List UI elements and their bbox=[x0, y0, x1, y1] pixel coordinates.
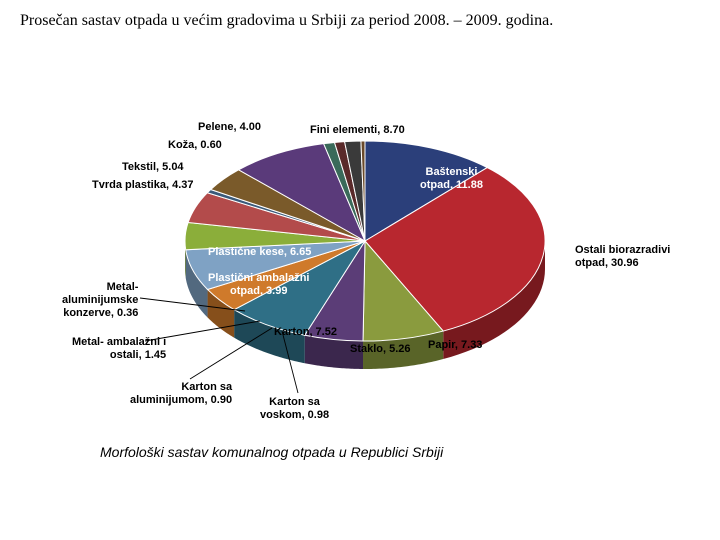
slice-label: Fini elementi, 8.70 bbox=[310, 124, 405, 137]
slice-label: Karton savoskom, 0.98 bbox=[260, 396, 329, 421]
slice-label: Karton saaluminijumom, 0.90 bbox=[130, 381, 232, 406]
slice-label: Tvrda plastika, 4.37 bbox=[92, 179, 194, 192]
slice-label: Papir, 7.33 bbox=[428, 339, 482, 352]
slice-label: Staklo, 5.26 bbox=[350, 343, 411, 356]
slice-label: Karton, 7.52 bbox=[274, 326, 337, 339]
pie-chart: Baštenskiotpad, 11.88 Ostali biorazradivi… bbox=[20, 36, 700, 436]
slice-label: Koža, 0.60 bbox=[168, 139, 222, 152]
slice-label: Plastične kese, 6.65 bbox=[208, 246, 311, 259]
slice-label: Pelene, 4.00 bbox=[198, 121, 261, 134]
slice-label: Ostali biorazradiviotpad, 30.96 bbox=[575, 244, 670, 269]
slice-label: Metal- ambalažni iostali, 1.45 bbox=[72, 336, 166, 361]
slice-label: Metal-aluminijumskekonzerve, 0.36 bbox=[62, 281, 138, 319]
slice-label: Baštenskiotpad, 11.88 bbox=[420, 166, 483, 191]
page-title: Prosečan sastav otpada u većim gradovima… bbox=[20, 10, 700, 32]
chart-caption: Morfološki sastav komunalnog otpada u Re… bbox=[100, 444, 700, 460]
slice-label: Plastični ambalažniotpad, 3.99 bbox=[208, 272, 309, 297]
slice-label: Tekstil, 5.04 bbox=[122, 161, 184, 174]
